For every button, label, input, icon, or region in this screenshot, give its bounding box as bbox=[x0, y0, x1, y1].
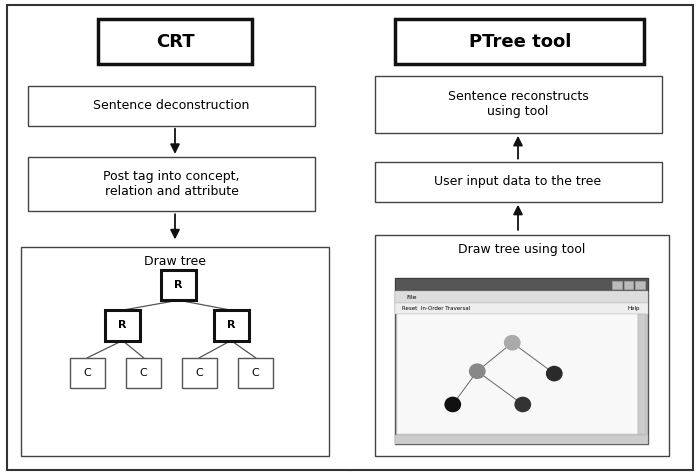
Text: PTree tool: PTree tool bbox=[468, 33, 571, 50]
Text: Draw tree: Draw tree bbox=[144, 255, 206, 268]
FancyBboxPatch shape bbox=[624, 281, 634, 289]
FancyBboxPatch shape bbox=[395, 278, 648, 444]
Text: CRT: CRT bbox=[155, 33, 195, 50]
FancyBboxPatch shape bbox=[182, 358, 217, 388]
FancyBboxPatch shape bbox=[7, 5, 693, 470]
Text: Sentence reconstructs
using tool: Sentence reconstructs using tool bbox=[447, 91, 589, 118]
FancyBboxPatch shape bbox=[395, 291, 648, 303]
Ellipse shape bbox=[505, 335, 520, 350]
FancyBboxPatch shape bbox=[238, 358, 273, 388]
Text: C: C bbox=[83, 368, 92, 378]
Ellipse shape bbox=[547, 367, 562, 381]
FancyBboxPatch shape bbox=[105, 310, 140, 341]
FancyBboxPatch shape bbox=[635, 281, 645, 289]
FancyBboxPatch shape bbox=[214, 310, 248, 341]
Text: R: R bbox=[174, 280, 183, 290]
Text: Post tag into concept,
relation and attribute: Post tag into concept, relation and attr… bbox=[104, 170, 239, 198]
FancyBboxPatch shape bbox=[395, 303, 648, 314]
FancyBboxPatch shape bbox=[28, 157, 315, 211]
Ellipse shape bbox=[445, 397, 461, 411]
FancyBboxPatch shape bbox=[638, 314, 646, 434]
Text: Reset  In-Order Traversal: Reset In-Order Traversal bbox=[402, 306, 470, 311]
FancyBboxPatch shape bbox=[374, 76, 662, 133]
Text: Sentence deconstruction: Sentence deconstruction bbox=[93, 99, 250, 112]
FancyBboxPatch shape bbox=[126, 358, 161, 388]
FancyBboxPatch shape bbox=[70, 358, 105, 388]
FancyBboxPatch shape bbox=[612, 281, 622, 289]
FancyBboxPatch shape bbox=[21, 247, 329, 456]
Text: Help: Help bbox=[628, 306, 640, 311]
Ellipse shape bbox=[515, 397, 531, 411]
FancyBboxPatch shape bbox=[161, 270, 196, 300]
FancyBboxPatch shape bbox=[98, 19, 252, 64]
Text: C: C bbox=[251, 368, 260, 378]
FancyBboxPatch shape bbox=[397, 314, 638, 434]
FancyBboxPatch shape bbox=[395, 19, 644, 64]
FancyBboxPatch shape bbox=[374, 235, 668, 456]
FancyBboxPatch shape bbox=[395, 278, 648, 291]
Text: R: R bbox=[227, 320, 235, 331]
Text: R: R bbox=[118, 320, 127, 331]
Ellipse shape bbox=[470, 364, 485, 378]
Text: File: File bbox=[406, 294, 416, 300]
FancyBboxPatch shape bbox=[374, 162, 662, 202]
Text: User input data to the tree: User input data to the tree bbox=[435, 175, 601, 188]
FancyBboxPatch shape bbox=[395, 435, 648, 444]
Text: C: C bbox=[195, 368, 204, 378]
Text: C: C bbox=[139, 368, 148, 378]
FancyBboxPatch shape bbox=[28, 86, 315, 126]
Text: Draw tree using tool: Draw tree using tool bbox=[458, 243, 585, 256]
